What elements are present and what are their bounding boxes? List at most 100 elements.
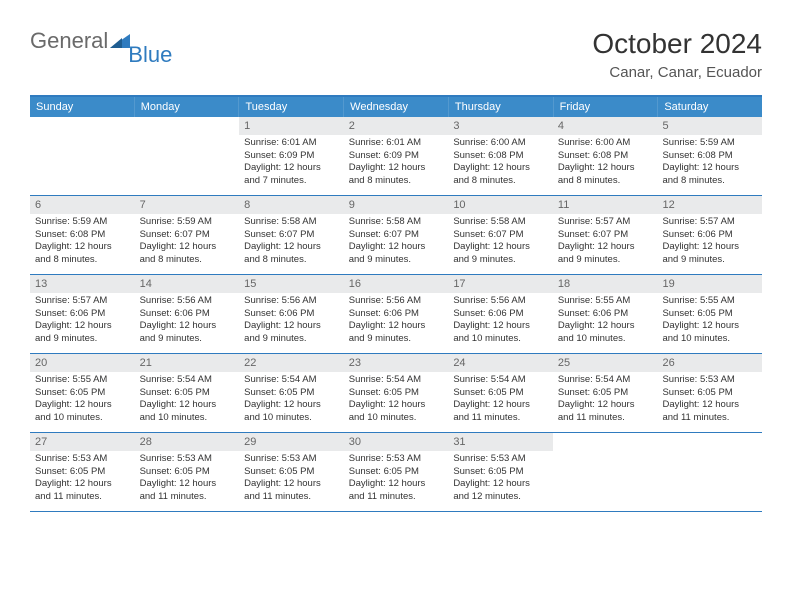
day-cell-9: 9Sunrise: 5:58 AMSunset: 6:07 PMDaylight… <box>344 196 449 274</box>
daylight-text-1: Daylight: 12 hours <box>244 241 339 254</box>
daylight-text-2: and 8 minutes. <box>349 175 444 188</box>
empty-day-cell <box>30 117 135 195</box>
daylight-text-2: and 8 minutes. <box>35 254 130 267</box>
empty-day-cell <box>553 433 658 511</box>
daylight-text-2: and 10 minutes. <box>349 412 444 425</box>
daylight-text-2: and 7 minutes. <box>244 175 339 188</box>
day-cell-22: 22Sunrise: 5:54 AMSunset: 6:05 PMDayligh… <box>239 354 344 432</box>
day-cell-21: 21Sunrise: 5:54 AMSunset: 6:05 PMDayligh… <box>135 354 240 432</box>
sunset-text: Sunset: 6:06 PM <box>35 308 130 321</box>
sunrise-text: Sunrise: 6:00 AM <box>558 137 653 150</box>
day-details: Sunrise: 5:55 AMSunset: 6:06 PMDaylight:… <box>553 293 658 349</box>
daylight-text-1: Daylight: 12 hours <box>244 320 339 333</box>
sunset-text: Sunset: 6:09 PM <box>244 150 339 163</box>
daylight-text-1: Daylight: 12 hours <box>349 399 444 412</box>
daylight-text-2: and 8 minutes. <box>140 254 235 267</box>
daylight-text-1: Daylight: 12 hours <box>453 399 548 412</box>
day-details: Sunrise: 5:58 AMSunset: 6:07 PMDaylight:… <box>448 214 553 270</box>
sunrise-text: Sunrise: 5:57 AM <box>662 216 757 229</box>
weekday-sunday: Sunday <box>30 97 135 117</box>
sunrise-text: Sunrise: 5:53 AM <box>244 453 339 466</box>
daylight-text-1: Daylight: 12 hours <box>453 478 548 491</box>
sunrise-text: Sunrise: 5:53 AM <box>35 453 130 466</box>
day-details: Sunrise: 5:53 AMSunset: 6:05 PMDaylight:… <box>448 451 553 507</box>
sunset-text: Sunset: 6:05 PM <box>244 466 339 479</box>
daylight-text-1: Daylight: 12 hours <box>453 241 548 254</box>
day-details: Sunrise: 5:59 AMSunset: 6:07 PMDaylight:… <box>135 214 240 270</box>
day-details: Sunrise: 5:53 AMSunset: 6:05 PMDaylight:… <box>239 451 344 507</box>
day-details: Sunrise: 5:57 AMSunset: 6:06 PMDaylight:… <box>30 293 135 349</box>
sunset-text: Sunset: 6:05 PM <box>35 387 130 400</box>
weekday-tuesday: Tuesday <box>239 97 344 117</box>
day-cell-12: 12Sunrise: 5:57 AMSunset: 6:06 PMDayligh… <box>657 196 762 274</box>
sunrise-text: Sunrise: 5:54 AM <box>244 374 339 387</box>
day-number: 17 <box>448 275 553 293</box>
sunset-text: Sunset: 6:07 PM <box>453 229 548 242</box>
day-cell-17: 17Sunrise: 5:56 AMSunset: 6:06 PMDayligh… <box>448 275 553 353</box>
day-details: Sunrise: 5:55 AMSunset: 6:05 PMDaylight:… <box>30 372 135 428</box>
sunrise-text: Sunrise: 5:58 AM <box>244 216 339 229</box>
sunset-text: Sunset: 6:05 PM <box>349 466 444 479</box>
day-cell-23: 23Sunrise: 5:54 AMSunset: 6:05 PMDayligh… <box>344 354 449 432</box>
sunset-text: Sunset: 6:05 PM <box>35 466 130 479</box>
day-details: Sunrise: 5:55 AMSunset: 6:05 PMDaylight:… <box>657 293 762 349</box>
daylight-text-2: and 11 minutes. <box>558 412 653 425</box>
day-details: Sunrise: 5:53 AMSunset: 6:05 PMDaylight:… <box>344 451 449 507</box>
sunset-text: Sunset: 6:05 PM <box>662 387 757 400</box>
daylight-text-1: Daylight: 12 hours <box>35 399 130 412</box>
daylight-text-1: Daylight: 12 hours <box>558 162 653 175</box>
sunrise-text: Sunrise: 5:56 AM <box>140 295 235 308</box>
sunset-text: Sunset: 6:07 PM <box>140 229 235 242</box>
day-cell-1: 1Sunrise: 6:01 AMSunset: 6:09 PMDaylight… <box>239 117 344 195</box>
day-cell-28: 28Sunrise: 5:53 AMSunset: 6:05 PMDayligh… <box>135 433 240 511</box>
day-number: 7 <box>135 196 240 214</box>
calendar: SundayMondayTuesdayWednesdayThursdayFrid… <box>30 95 762 512</box>
sunset-text: Sunset: 6:05 PM <box>453 387 548 400</box>
sunrise-text: Sunrise: 5:58 AM <box>349 216 444 229</box>
daylight-text-2: and 8 minutes. <box>558 175 653 188</box>
day-cell-7: 7Sunrise: 5:59 AMSunset: 6:07 PMDaylight… <box>135 196 240 274</box>
day-number: 29 <box>239 433 344 451</box>
daylight-text-1: Daylight: 12 hours <box>558 399 653 412</box>
day-details: Sunrise: 5:54 AMSunset: 6:05 PMDaylight:… <box>239 372 344 428</box>
sunset-text: Sunset: 6:05 PM <box>453 466 548 479</box>
day-number: 19 <box>657 275 762 293</box>
day-details: Sunrise: 6:01 AMSunset: 6:09 PMDaylight:… <box>344 135 449 191</box>
day-cell-10: 10Sunrise: 5:58 AMSunset: 6:07 PMDayligh… <box>448 196 553 274</box>
day-cell-19: 19Sunrise: 5:55 AMSunset: 6:05 PMDayligh… <box>657 275 762 353</box>
logo-word-general: General <box>30 28 108 54</box>
day-number: 3 <box>448 117 553 135</box>
day-cell-20: 20Sunrise: 5:55 AMSunset: 6:05 PMDayligh… <box>30 354 135 432</box>
day-details: Sunrise: 5:54 AMSunset: 6:05 PMDaylight:… <box>553 372 658 428</box>
sunset-text: Sunset: 6:08 PM <box>35 229 130 242</box>
daylight-text-1: Daylight: 12 hours <box>349 478 444 491</box>
daylight-text-2: and 9 minutes. <box>349 254 444 267</box>
day-cell-24: 24Sunrise: 5:54 AMSunset: 6:05 PMDayligh… <box>448 354 553 432</box>
sunrise-text: Sunrise: 6:01 AM <box>244 137 339 150</box>
sunset-text: Sunset: 6:07 PM <box>558 229 653 242</box>
sunrise-text: Sunrise: 5:59 AM <box>35 216 130 229</box>
day-number: 28 <box>135 433 240 451</box>
daylight-text-1: Daylight: 12 hours <box>140 241 235 254</box>
sunrise-text: Sunrise: 6:00 AM <box>453 137 548 150</box>
logo-word-blue: Blue <box>128 42 172 68</box>
day-cell-29: 29Sunrise: 5:53 AMSunset: 6:05 PMDayligh… <box>239 433 344 511</box>
sunrise-text: Sunrise: 5:56 AM <box>244 295 339 308</box>
daylight-text-1: Daylight: 12 hours <box>349 162 444 175</box>
day-details: Sunrise: 5:54 AMSunset: 6:05 PMDaylight:… <box>448 372 553 428</box>
week-row: 1Sunrise: 6:01 AMSunset: 6:09 PMDaylight… <box>30 117 762 196</box>
day-number: 14 <box>135 275 240 293</box>
day-number: 21 <box>135 354 240 372</box>
day-number: 27 <box>30 433 135 451</box>
header: General Blue October 2024 Canar, Canar, … <box>30 28 762 81</box>
week-row: 6Sunrise: 5:59 AMSunset: 6:08 PMDaylight… <box>30 196 762 275</box>
day-cell-13: 13Sunrise: 5:57 AMSunset: 6:06 PMDayligh… <box>30 275 135 353</box>
day-cell-27: 27Sunrise: 5:53 AMSunset: 6:05 PMDayligh… <box>30 433 135 511</box>
day-number: 6 <box>30 196 135 214</box>
day-number: 31 <box>448 433 553 451</box>
sunset-text: Sunset: 6:08 PM <box>558 150 653 163</box>
daylight-text-2: and 11 minutes. <box>453 412 548 425</box>
day-details: Sunrise: 5:59 AMSunset: 6:08 PMDaylight:… <box>30 214 135 270</box>
page-title: October 2024 <box>592 28 762 60</box>
daylight-text-2: and 9 minutes. <box>453 254 548 267</box>
